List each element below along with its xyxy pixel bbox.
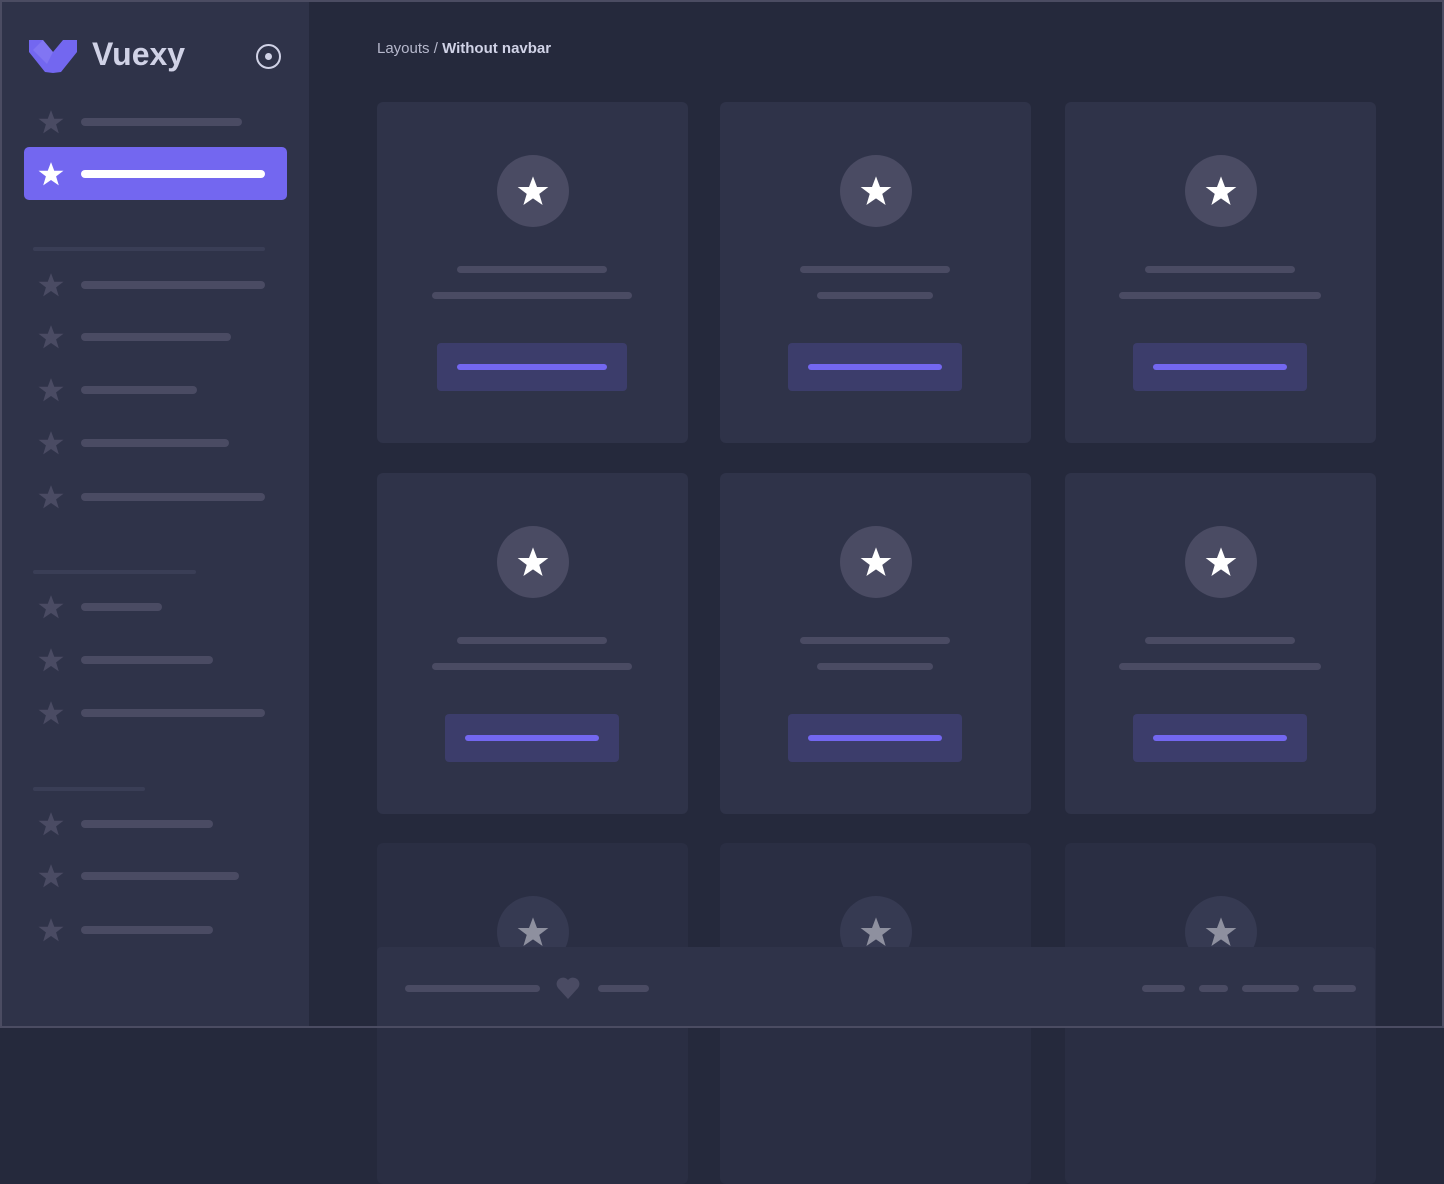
card-title-placeholder	[800, 637, 950, 644]
star-icon	[38, 594, 64, 620]
star-icon	[38, 700, 64, 726]
breadcrumb-current: Without navbar	[442, 40, 552, 57]
card	[377, 473, 688, 814]
card-button-label	[457, 364, 607, 370]
sidebar-item-label[interactable]	[81, 333, 231, 341]
heart-icon	[556, 977, 580, 999]
breadcrumb: Layouts / Without navbar	[377, 40, 551, 57]
card-button-label	[1153, 364, 1287, 370]
card-icon-circle	[496, 155, 569, 227]
footer-link[interactable]	[1142, 985, 1185, 992]
card-button-label	[465, 735, 599, 741]
star-icon	[517, 547, 548, 576]
card-text-placeholder	[817, 292, 933, 299]
card-text-placeholder	[817, 663, 933, 670]
card-title-placeholder	[1145, 266, 1295, 273]
star-icon	[860, 917, 891, 946]
footer	[377, 947, 1375, 1028]
footer-link[interactable]	[1199, 985, 1228, 992]
radio-circle-icon[interactable]	[256, 44, 281, 69]
brand-name: Vuexy	[92, 36, 186, 72]
section-divider	[33, 570, 196, 574]
card-title-placeholder	[1145, 637, 1295, 644]
card-icon-circle	[839, 155, 912, 227]
card-button-label	[1153, 735, 1287, 741]
sidebar-item-label[interactable]	[81, 709, 265, 717]
card	[377, 102, 688, 443]
star-icon	[38, 484, 64, 510]
card-button-label	[808, 364, 942, 370]
card-button[interactable]	[788, 714, 962, 762]
star-icon	[517, 917, 548, 946]
breadcrumb-parent[interactable]: Layouts	[377, 40, 430, 57]
sidebar-item-label[interactable]	[81, 170, 265, 178]
card-text-placeholder	[432, 663, 632, 670]
sidebar-item-label[interactable]	[81, 118, 242, 126]
sidebar-item-label[interactable]	[81, 872, 239, 880]
card-button[interactable]	[437, 343, 627, 391]
card-button[interactable]	[445, 714, 619, 762]
card-text-placeholder	[1119, 292, 1321, 299]
vuexy-logo	[29, 40, 77, 73]
sidebar-item-label[interactable]	[81, 493, 265, 501]
card-text-placeholder	[1119, 663, 1321, 670]
star-icon	[38, 430, 64, 456]
star-icon	[38, 917, 64, 943]
sidebar-item-label[interactable]	[81, 656, 213, 664]
footer-text-placeholder	[405, 985, 540, 992]
card-icon-circle	[496, 526, 569, 598]
card-title-placeholder	[457, 637, 607, 644]
star-icon	[517, 176, 548, 205]
card	[1065, 473, 1376, 814]
footer-link[interactable]	[1313, 985, 1356, 992]
card-button[interactable]	[1133, 714, 1307, 762]
section-divider	[33, 247, 265, 251]
star-icon	[38, 272, 64, 298]
footer-text-placeholder	[598, 985, 649, 992]
card-button-label	[808, 735, 942, 741]
sidebar-item-label[interactable]	[81, 281, 265, 289]
card-icon-circle	[1184, 526, 1257, 598]
star-icon	[38, 647, 64, 673]
sidebar-item-label[interactable]	[81, 439, 229, 447]
footer-link[interactable]	[1242, 985, 1299, 992]
star-icon	[38, 324, 64, 350]
card-title-placeholder	[457, 266, 607, 273]
star-icon	[860, 547, 891, 576]
card	[1065, 102, 1376, 443]
sidebar-item-label[interactable]	[81, 386, 197, 394]
star-icon	[38, 863, 64, 889]
star-icon	[1205, 917, 1236, 946]
card	[720, 473, 1031, 814]
star-icon	[38, 109, 64, 135]
card	[720, 102, 1031, 443]
star-icon	[38, 811, 64, 837]
card-icon-circle	[839, 526, 912, 598]
star-icon	[38, 161, 64, 187]
card-button[interactable]	[788, 343, 962, 391]
star-icon	[1205, 176, 1236, 205]
sidebar-item-label[interactable]	[81, 820, 213, 828]
card-icon-circle	[1184, 155, 1257, 227]
sidebar-item-label[interactable]	[81, 926, 213, 934]
card-text-placeholder	[432, 292, 632, 299]
breadcrumb-separator: /	[429, 40, 443, 57]
section-divider	[33, 787, 145, 791]
star-icon	[1205, 547, 1236, 576]
card-button[interactable]	[1133, 343, 1307, 391]
sidebar: Vuexy	[0, 0, 309, 1028]
star-icon	[38, 377, 64, 403]
sidebar-item-label[interactable]	[81, 603, 162, 611]
star-icon	[860, 176, 891, 205]
card-title-placeholder	[800, 266, 950, 273]
